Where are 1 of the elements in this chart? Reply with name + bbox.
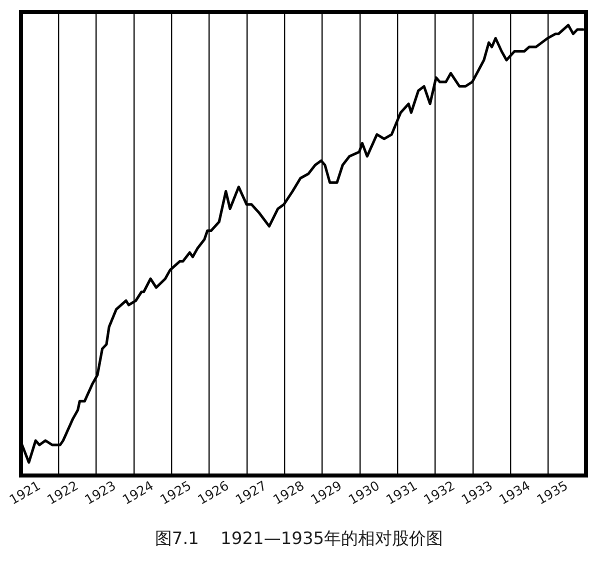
text: 图7.1 1921—1935年的相对股价图 — [154, 529, 444, 550]
